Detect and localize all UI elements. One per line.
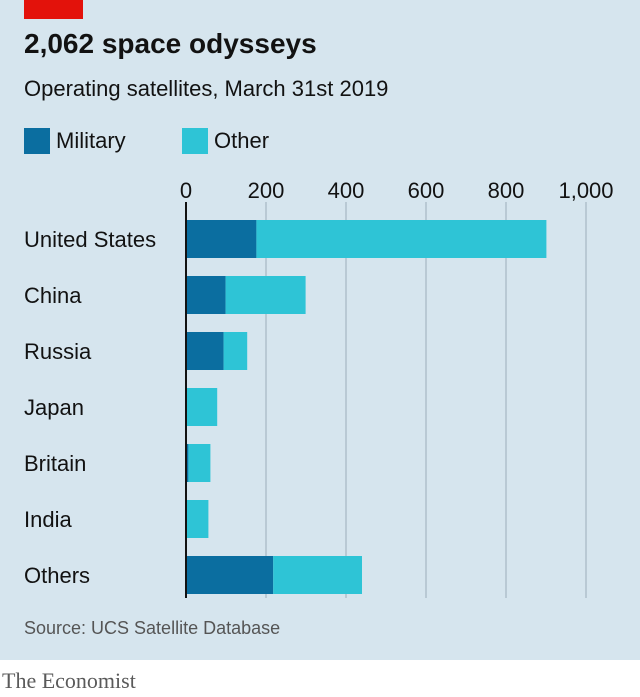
legend-swatch-military [24, 128, 50, 154]
chart-title: 2,062 space odysseys [24, 28, 317, 59]
category-label-india: India [24, 507, 72, 532]
bar-china-military [186, 276, 226, 314]
bar-india-other [186, 500, 209, 538]
bar-britain-military [186, 444, 189, 482]
bar-china-other [225, 276, 306, 314]
bar-japan-other [186, 388, 218, 426]
source-note: Source: UCS Satellite Database [24, 618, 281, 638]
bar-others-military [186, 556, 274, 594]
legend-item-military: Military [24, 126, 126, 156]
bar-united-states-other [256, 220, 547, 258]
brand-logo: The Economist [2, 668, 136, 693]
brand-tag [24, 0, 83, 19]
legend-item-other: Other [182, 126, 269, 156]
labels: 0 200 400 600 800 1,000 United States China Russ… [24, 178, 614, 588]
bar-britain-other [188, 444, 211, 482]
category-label-britain: Britain [24, 451, 86, 476]
legend-label-military: Military [56, 128, 126, 153]
category-label-russia: Russia [24, 339, 92, 364]
gridlines [265, 202, 587, 598]
bar-others-other [273, 556, 362, 594]
legend-label-other: Other [214, 128, 270, 153]
tick-label-600: 600 [408, 178, 445, 203]
bar-russia-military [186, 332, 224, 370]
tick-label-400: 400 [328, 178, 365, 203]
bar-chart: 0 200 400 600 800 1,000 United States China Russ… [24, 178, 614, 598]
chart-panel [0, 0, 640, 660]
bars [186, 220, 547, 594]
bar-russia-other [223, 332, 248, 370]
category-label-japan: Japan [24, 395, 84, 420]
bar-united-states-military [186, 220, 257, 258]
category-label-others: Others [24, 563, 90, 588]
chart-subtitle: Operating satellites, March 31st 2019 [24, 76, 389, 101]
category-label-china: China [24, 283, 82, 308]
tick-label-0: 0 [180, 178, 192, 203]
tick-label-200: 200 [248, 178, 285, 203]
tick-label-800: 800 [488, 178, 525, 203]
category-label-united-states: United States [24, 227, 156, 252]
legend-swatch-other [182, 128, 208, 154]
tick-label-1000: 1,000 [558, 178, 613, 203]
